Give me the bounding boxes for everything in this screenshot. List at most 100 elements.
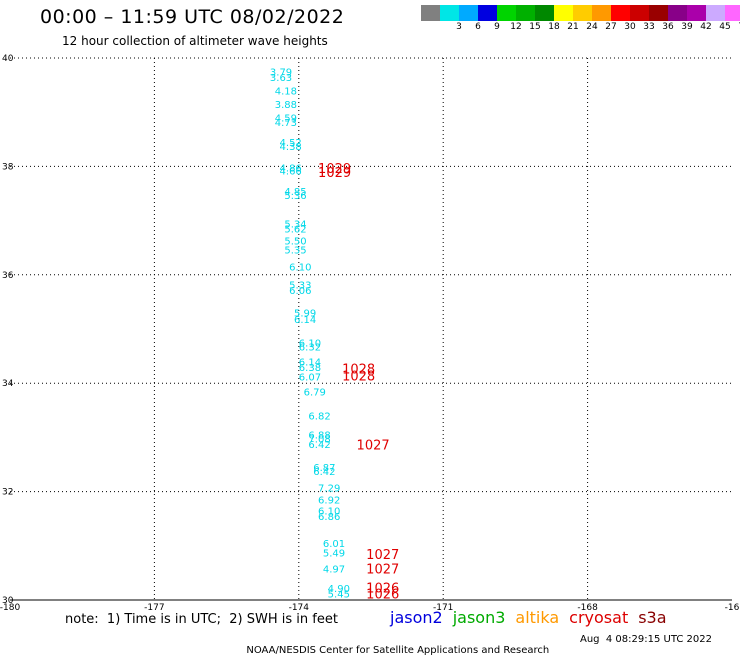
- legend-swatch: [440, 5, 459, 21]
- x-tick-label: -177: [144, 603, 164, 610]
- wave-height-label: 3.79: [270, 68, 292, 79]
- legend-swatch: [706, 5, 725, 21]
- wave-height-label: 4.59: [275, 114, 297, 125]
- wave-height-label: 6.10: [318, 507, 340, 518]
- y-tick-label: 34: [2, 379, 14, 389]
- legend-label: 70: [738, 22, 740, 32]
- legend-swatch: [478, 5, 497, 21]
- wave-height-label: 5.36: [284, 191, 306, 202]
- wave-height-label: 4.73: [275, 118, 297, 129]
- color-scale-labels: 36912151821242730333639424570(ft): [421, 22, 740, 34]
- satellite-altika: altika: [515, 608, 560, 627]
- wave-height-label: 5.50: [284, 237, 306, 248]
- wave-height-label: 5.62: [284, 225, 306, 236]
- wave-height-label: 6.07: [299, 373, 321, 384]
- chart-subtitle: 12 hour collection of altimeter wave hei…: [62, 34, 328, 48]
- legend-swatch: [497, 5, 516, 21]
- wave-height-label: 5.45: [328, 589, 350, 600]
- x-tick-label: -180: [0, 603, 20, 610]
- legend-label: 42: [700, 22, 712, 32]
- wave-height-label: 4.85: [284, 187, 306, 198]
- wave-height-label: 4.66: [280, 167, 302, 178]
- wave-height-label: 6.01: [323, 539, 345, 550]
- pressure-label: 1026: [366, 587, 399, 602]
- satellite-cryosat: cryosat: [569, 608, 629, 627]
- wave-height-label: 6.38: [299, 363, 321, 374]
- wave-height-label: 6.82: [308, 412, 330, 423]
- legend-swatch: [573, 5, 592, 21]
- legend-swatch: [725, 5, 740, 21]
- wave-height-label: 6.42: [313, 467, 335, 478]
- legend-label: 30: [624, 22, 636, 32]
- grid-lines: [10, 57, 732, 600]
- wave-height-label: 6.06: [289, 286, 311, 297]
- wave-height-label: 6.32: [299, 342, 321, 353]
- wave-height-label: 4.52: [280, 138, 302, 149]
- chart-title: 00:00 – 11:59 UTC 08/02/2022: [40, 6, 345, 28]
- legend-label: 45: [719, 22, 731, 32]
- pressure-label: 1028: [342, 370, 375, 385]
- wave-height-label: 4.38: [280, 142, 302, 153]
- wave-height-label: 5.49: [323, 548, 345, 559]
- wave-height-label: 3.88: [275, 100, 297, 111]
- wave-height-label: 6.42: [308, 440, 330, 451]
- pressure-label: 1026: [366, 582, 399, 597]
- y-tick-label: 32: [2, 488, 13, 498]
- legend-label: 15: [529, 22, 541, 32]
- wave-height-label: 6.79: [304, 387, 326, 398]
- legend-label: 36: [662, 22, 674, 32]
- legend-swatch: [687, 5, 706, 21]
- pressure-label: 1029: [318, 166, 351, 181]
- wave-height-label: 3.63: [270, 73, 292, 84]
- wave-height-label: 6.14: [294, 315, 316, 326]
- satellite-jason3: jason3: [452, 608, 506, 627]
- wave-height-label: 5.34: [284, 219, 306, 230]
- legend-label: 3: [456, 22, 462, 32]
- legend-label: 27: [605, 22, 617, 32]
- wave-height-label: 5.33: [289, 281, 311, 292]
- wave-height-label: 6.88: [308, 431, 330, 442]
- satellite-jason2: jason2: [390, 608, 443, 627]
- pressure-label: 1028: [342, 363, 375, 378]
- satellite-legend: jason2 jason3 altika cryosat s3a: [390, 608, 677, 627]
- pressure-label: 1029: [318, 162, 351, 177]
- satellite-s3a: s3a: [638, 608, 667, 627]
- legend-swatch: [649, 5, 668, 21]
- wave-height-label: 4.86: [280, 163, 302, 174]
- footnote: note: 1) Time is in UTC; 2) SWH is in fe…: [65, 612, 338, 627]
- data-marks: 3.793.63 4.18 3.88 4.594.73 4.524.38 4.864.66…: [270, 68, 399, 603]
- wave-height-label: 5.99: [294, 309, 316, 320]
- generated-timestamp: Aug 4 08:29:15 UTC 2022: [580, 634, 712, 645]
- pressure-label: 1027: [366, 563, 399, 578]
- wave-height-label: 6.87: [313, 463, 335, 474]
- legend-label: 9: [494, 22, 500, 32]
- credit-text: NOAA/NESDIS Center for Satellite Applica…: [246, 645, 550, 656]
- legend-swatch: [554, 5, 573, 21]
- legend-swatch: [516, 5, 535, 21]
- legend-label: 24: [586, 22, 598, 32]
- y-tick-label: 30: [2, 596, 14, 606]
- wave-height-label: 6.10: [289, 263, 311, 274]
- legend-swatch: [592, 5, 611, 21]
- color-scale-legend: [421, 5, 740, 21]
- legend-label: 39: [681, 22, 693, 32]
- legend-label: 18: [548, 22, 560, 32]
- legend-label: 21: [567, 22, 579, 32]
- pressure-label: 1027: [366, 548, 399, 563]
- axes: -180 -177 -174 -171 -168 -16 30 32 34 36 38 40: [0, 54, 740, 610]
- y-tick-label: 38: [2, 162, 14, 172]
- legend-swatch: [668, 5, 687, 21]
- wave-height-label: 6.10: [299, 339, 321, 350]
- x-tick-label: -174: [289, 603, 310, 610]
- wave-height-label: 4.97: [323, 565, 345, 576]
- x-tick-label: -171: [433, 603, 453, 610]
- y-tick-label: 40: [2, 54, 14, 64]
- legend-swatch: [611, 5, 630, 21]
- legend-swatch: [421, 5, 440, 21]
- pressure-label: 1027: [357, 438, 390, 453]
- wave-height-label: 7.08: [308, 434, 330, 445]
- legend-label: 33: [643, 22, 655, 32]
- wave-height-label: 4.18: [275, 87, 297, 98]
- legend-label: 12: [510, 22, 522, 32]
- legend-label: 6: [475, 22, 481, 32]
